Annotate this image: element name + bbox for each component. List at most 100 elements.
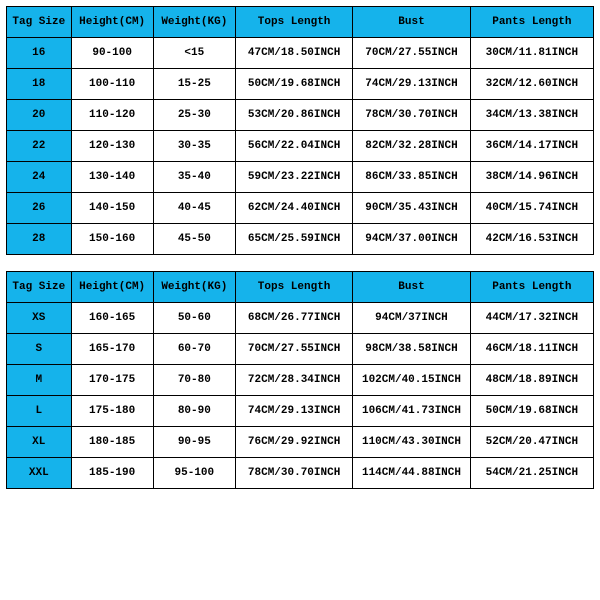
cell: XXL [7,458,72,489]
cell: 42CM/16.53INCH [470,224,593,255]
cell: 82CM/32.28INCH [353,131,470,162]
col-pants-length: Pants Length [470,7,593,38]
cell: 68CM/26.77INCH [235,303,352,334]
table-row: S165-17060-7070CM/27.55INCH98CM/38.58INC… [7,334,594,365]
cell: 95-100 [153,458,235,489]
cell: 94CM/37INCH [353,303,470,334]
cell: 80-90 [153,396,235,427]
col-weight: Weight(KG) [153,7,235,38]
table-row: XL180-18590-9576CM/29.92INCH110CM/43.30I… [7,427,594,458]
cell: 120-130 [71,131,153,162]
col-tag-size: Tag Size [7,272,72,303]
cell: XS [7,303,72,334]
cell: 102CM/40.15INCH [353,365,470,396]
cell: 60-70 [153,334,235,365]
cell: 114CM/44.88INCH [353,458,470,489]
cell: S [7,334,72,365]
cell: 32CM/12.60INCH [470,69,593,100]
cell: 50CM/19.68INCH [235,69,352,100]
cell: 86CM/33.85INCH [353,162,470,193]
col-tag-size: Tag Size [7,7,72,38]
cell: 59CM/23.22INCH [235,162,352,193]
cell: 130-140 [71,162,153,193]
table-row: XS160-16550-6068CM/26.77INCH94CM/37INCH4… [7,303,594,334]
col-tops-length: Tops Length [235,272,352,303]
cell: 15-25 [153,69,235,100]
cell: M [7,365,72,396]
cell: 160-165 [71,303,153,334]
cell: 46CM/18.11INCH [470,334,593,365]
cell: 30CM/11.81INCH [470,38,593,69]
col-height: Height(CM) [71,272,153,303]
cell: 110CM/43.30INCH [353,427,470,458]
table-header: Tag Size Height(CM) Weight(KG) Tops Leng… [7,7,594,38]
cell: 22 [7,131,72,162]
cell: 90-95 [153,427,235,458]
cell: 25-30 [153,100,235,131]
cell: 36CM/14.17INCH [470,131,593,162]
table-row: 26140-15040-4562CM/24.40INCH90CM/35.43IN… [7,193,594,224]
cell: 78CM/30.70INCH [235,458,352,489]
table-row: L175-18080-9074CM/29.13INCH106CM/41.73IN… [7,396,594,427]
cell: 74CM/29.13INCH [353,69,470,100]
cell: 62CM/24.40INCH [235,193,352,224]
cell: 44CM/17.32INCH [470,303,593,334]
cell: 50CM/19.68INCH [470,396,593,427]
table-row: 28150-16045-5065CM/25.59INCH94CM/37.00IN… [7,224,594,255]
size-chart-kids: Tag Size Height(CM) Weight(KG) Tops Leng… [6,6,594,255]
cell: 45-50 [153,224,235,255]
cell: 48CM/18.89INCH [470,365,593,396]
table-row: 20110-12025-3053CM/20.86INCH78CM/30.70IN… [7,100,594,131]
cell: 26 [7,193,72,224]
cell: 98CM/38.58INCH [353,334,470,365]
cell: 170-175 [71,365,153,396]
cell: 24 [7,162,72,193]
cell: 180-185 [71,427,153,458]
col-pants-length: Pants Length [470,272,593,303]
col-bust: Bust [353,272,470,303]
cell: 34CM/13.38INCH [470,100,593,131]
cell: 16 [7,38,72,69]
table-row: XXL185-19095-10078CM/30.70INCH114CM/44.8… [7,458,594,489]
cell: 40-45 [153,193,235,224]
table-row: 22120-13030-3556CM/22.04INCH82CM/32.28IN… [7,131,594,162]
cell: 47CM/18.50INCH [235,38,352,69]
cell: 18 [7,69,72,100]
cell: 110-120 [71,100,153,131]
size-chart-adult: Tag Size Height(CM) Weight(KG) Tops Leng… [6,271,594,489]
cell: 53CM/20.86INCH [235,100,352,131]
col-bust: Bust [353,7,470,38]
table-row: 24130-14035-4059CM/23.22INCH86CM/33.85IN… [7,162,594,193]
table-row: M170-17570-8072CM/28.34INCH102CM/40.15IN… [7,365,594,396]
cell: 106CM/41.73INCH [353,396,470,427]
cell: <15 [153,38,235,69]
cell: 20 [7,100,72,131]
cell: 90-100 [71,38,153,69]
cell: 28 [7,224,72,255]
cell: 70CM/27.55INCH [353,38,470,69]
cell: 185-190 [71,458,153,489]
cell: 72CM/28.34INCH [235,365,352,396]
cell: 175-180 [71,396,153,427]
cell: 70-80 [153,365,235,396]
cell: 94CM/37.00INCH [353,224,470,255]
cell: 165-170 [71,334,153,365]
col-weight: Weight(KG) [153,272,235,303]
cell: L [7,396,72,427]
table-gap [6,255,594,271]
cell: 56CM/22.04INCH [235,131,352,162]
cell: 30-35 [153,131,235,162]
cell: 100-110 [71,69,153,100]
cell: 38CM/14.96INCH [470,162,593,193]
cell: 54CM/21.25INCH [470,458,593,489]
cell: 76CM/29.92INCH [235,427,352,458]
table-row: 1690-100<1547CM/18.50INCH70CM/27.55INCH3… [7,38,594,69]
col-height: Height(CM) [71,7,153,38]
cell: 140-150 [71,193,153,224]
cell: 90CM/35.43INCH [353,193,470,224]
cell: 74CM/29.13INCH [235,396,352,427]
table-header: Tag Size Height(CM) Weight(KG) Tops Leng… [7,272,594,303]
cell: 78CM/30.70INCH [353,100,470,131]
cell: 70CM/27.55INCH [235,334,352,365]
cell: 50-60 [153,303,235,334]
